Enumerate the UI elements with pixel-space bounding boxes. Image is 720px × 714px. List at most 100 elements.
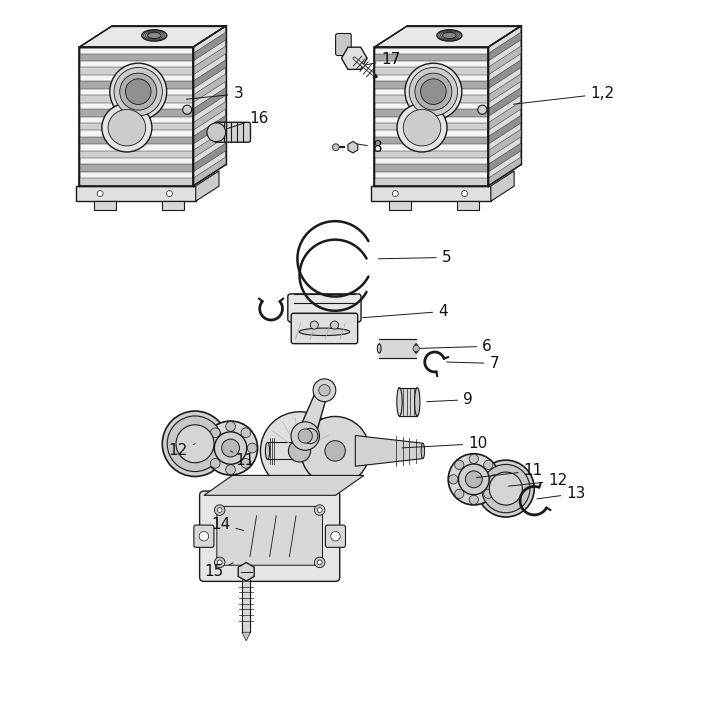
Bar: [374, 178, 488, 186]
Circle shape: [484, 461, 493, 470]
Circle shape: [167, 416, 222, 471]
Circle shape: [199, 531, 209, 541]
Circle shape: [465, 471, 482, 488]
Polygon shape: [193, 129, 226, 159]
Circle shape: [302, 428, 318, 443]
Text: 12: 12: [508, 473, 568, 488]
Text: 15: 15: [204, 563, 233, 579]
FancyBboxPatch shape: [288, 294, 361, 322]
Polygon shape: [193, 74, 226, 103]
Circle shape: [315, 505, 325, 516]
Ellipse shape: [299, 328, 350, 336]
Circle shape: [162, 411, 228, 476]
Text: 11: 11: [477, 463, 543, 478]
Circle shape: [415, 73, 452, 110]
Circle shape: [291, 422, 320, 451]
Circle shape: [97, 191, 103, 196]
Circle shape: [210, 458, 220, 468]
Bar: [374, 47, 488, 186]
Bar: [374, 54, 488, 61]
Ellipse shape: [421, 443, 425, 458]
Text: 8: 8: [358, 140, 382, 155]
Text: 6: 6: [420, 339, 492, 354]
Ellipse shape: [437, 30, 462, 41]
Bar: [79, 54, 193, 61]
Circle shape: [313, 379, 336, 402]
Circle shape: [392, 191, 398, 196]
Circle shape: [448, 453, 500, 505]
Polygon shape: [242, 632, 251, 640]
Bar: [374, 67, 488, 75]
Bar: [374, 109, 488, 116]
Bar: [79, 136, 193, 144]
Circle shape: [176, 425, 214, 463]
FancyBboxPatch shape: [336, 34, 351, 56]
Circle shape: [207, 123, 226, 141]
Circle shape: [204, 421, 258, 475]
Circle shape: [225, 421, 235, 431]
Circle shape: [315, 557, 325, 568]
Circle shape: [310, 321, 318, 329]
Ellipse shape: [102, 104, 152, 152]
Polygon shape: [355, 436, 423, 466]
Circle shape: [420, 79, 446, 104]
Polygon shape: [196, 171, 219, 201]
Polygon shape: [238, 563, 254, 581]
Bar: [79, 123, 193, 131]
Circle shape: [459, 464, 489, 495]
Circle shape: [490, 475, 499, 484]
Text: 4: 4: [363, 304, 448, 319]
Polygon shape: [488, 60, 521, 89]
Circle shape: [318, 508, 322, 513]
Circle shape: [217, 508, 222, 513]
Polygon shape: [193, 157, 226, 186]
Bar: [79, 164, 193, 172]
Ellipse shape: [415, 388, 420, 416]
Polygon shape: [488, 115, 521, 144]
Circle shape: [413, 346, 420, 352]
Circle shape: [482, 464, 530, 513]
Text: 3: 3: [186, 86, 243, 101]
Bar: [374, 123, 488, 131]
Circle shape: [462, 191, 467, 196]
Circle shape: [204, 443, 214, 453]
Circle shape: [217, 560, 222, 565]
Circle shape: [455, 461, 464, 470]
Bar: [76, 186, 196, 201]
Circle shape: [183, 105, 192, 114]
Circle shape: [215, 432, 247, 464]
Circle shape: [109, 64, 167, 120]
FancyBboxPatch shape: [217, 506, 323, 565]
Circle shape: [241, 458, 251, 468]
Text: 10: 10: [402, 436, 487, 451]
Polygon shape: [488, 26, 521, 186]
Bar: [162, 201, 184, 210]
Circle shape: [455, 489, 464, 498]
Bar: [374, 164, 488, 172]
Polygon shape: [488, 143, 521, 172]
Polygon shape: [193, 26, 226, 186]
Bar: [374, 95, 488, 103]
Bar: [79, 109, 193, 116]
Polygon shape: [488, 129, 521, 159]
Ellipse shape: [148, 32, 161, 39]
Bar: [79, 95, 193, 103]
Circle shape: [222, 439, 240, 457]
Circle shape: [477, 460, 534, 517]
Bar: [374, 136, 488, 144]
Ellipse shape: [397, 104, 447, 152]
Circle shape: [289, 440, 310, 462]
Circle shape: [319, 385, 330, 396]
Text: 17: 17: [366, 52, 400, 67]
Text: 7: 7: [446, 356, 499, 371]
Circle shape: [449, 475, 458, 484]
Circle shape: [330, 531, 340, 541]
Circle shape: [469, 496, 478, 504]
Circle shape: [298, 429, 312, 443]
Text: 14: 14: [211, 517, 243, 532]
Polygon shape: [488, 101, 521, 131]
Circle shape: [247, 443, 257, 453]
Polygon shape: [193, 115, 226, 144]
FancyBboxPatch shape: [291, 313, 358, 343]
Ellipse shape: [414, 344, 418, 353]
